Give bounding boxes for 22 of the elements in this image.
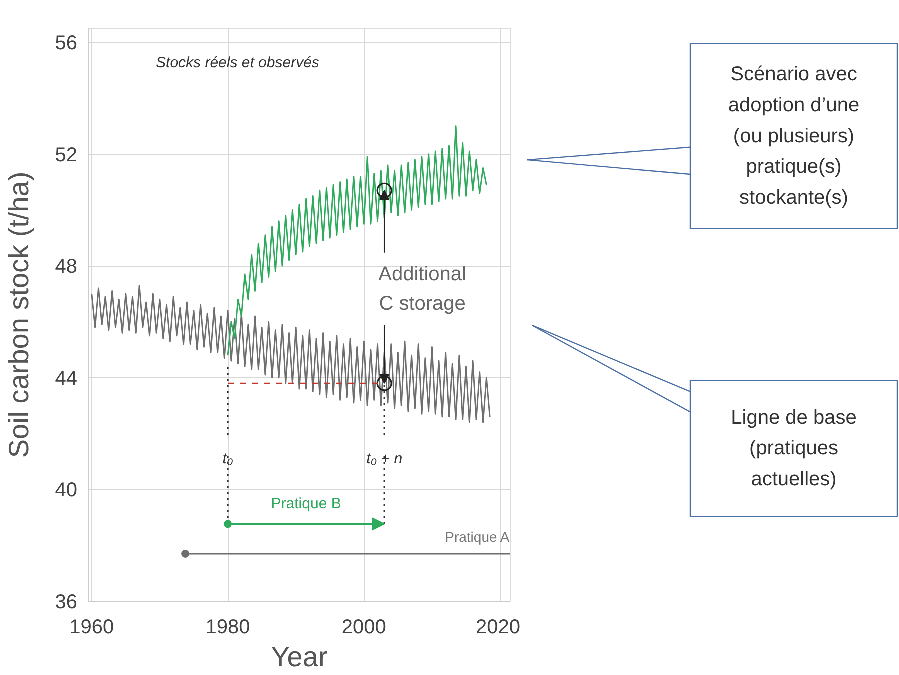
y-axis-title: Soil carbon stock (t/ha) bbox=[3, 172, 34, 458]
x-tick-label: 1960 bbox=[70, 616, 114, 638]
x-tick-label: 2020 bbox=[476, 616, 521, 638]
annotation: Additional C storage bbox=[378, 263, 466, 316]
x-tick-label: 2000 bbox=[342, 616, 386, 638]
text: Stocks réels et observés bbox=[156, 54, 320, 72]
y-tick-label: 48 bbox=[55, 256, 78, 278]
text: Ligne de base (pratiques actuelles) bbox=[731, 406, 857, 490]
y-tick-label: 44 bbox=[55, 368, 78, 390]
text: Scénario avec adoption d’une (ou plusieurs) pratique(s) stockante(s) bbox=[728, 64, 860, 209]
x-tick-label: 1980 bbox=[206, 616, 250, 638]
annotation: t₀ + n bbox=[366, 450, 403, 468]
x-axis-title: Year bbox=[271, 642, 328, 672]
y-tick-label: 52 bbox=[55, 144, 78, 166]
annotation: t₀ bbox=[222, 450, 234, 468]
annotation: Pratique A bbox=[445, 528, 510, 545]
line-series bbox=[91, 284, 491, 424]
y-tick-label: 56 bbox=[55, 32, 78, 54]
y-tick-label: 40 bbox=[55, 480, 78, 502]
annotation: Pratique B bbox=[271, 496, 342, 513]
y-tick-label: 36 bbox=[55, 592, 78, 614]
line-series bbox=[227, 126, 488, 356]
